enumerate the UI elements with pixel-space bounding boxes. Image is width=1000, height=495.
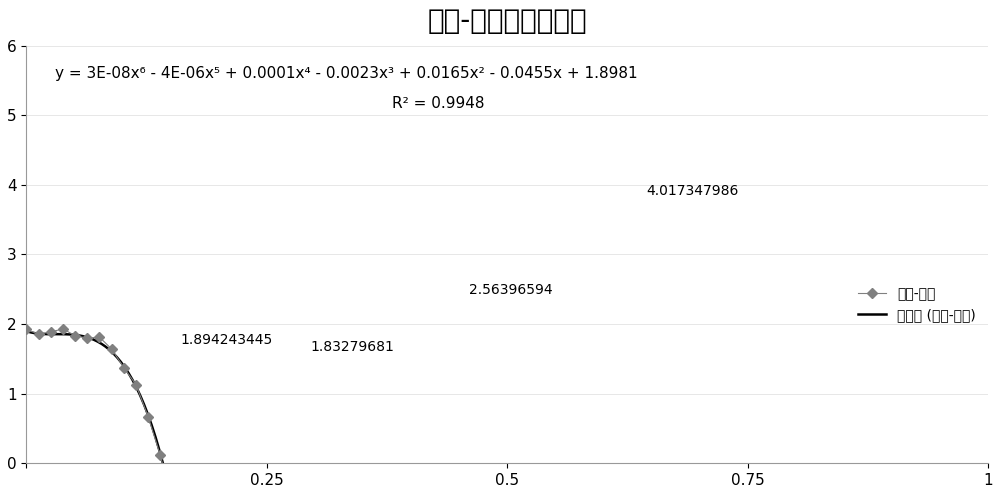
Text: y = 3E-08x⁶ - 4E-06x⁵ + 0.0001x⁴ - 0.0023x³ + 0.0165x² - 0.0455x + 1.8981: y = 3E-08x⁶ - 4E-06x⁵ + 0.0001x⁴ - 0.002… [55,66,638,82]
Line: 相位-水分: 相位-水分 [23,325,992,495]
Line: 多项式 (相位-水分): 多项式 (相位-水分) [26,331,988,495]
Text: 2.56396594: 2.56396594 [469,283,552,297]
Legend: 相位-水分, 多项式 (相位-水分): 相位-水分, 多项式 (相位-水分) [853,282,981,328]
多项式 (相位-水分) [20,328,32,334]
Title: 相位-水分之间的关系: 相位-水分之间的关系 [428,7,587,35]
Text: 1.83279681: 1.83279681 [310,340,394,353]
Text: 1.894243445: 1.894243445 [180,333,273,346]
Text: 4.017347986: 4.017347986 [647,184,739,198]
相位-水分 [20,327,32,333]
相位-水分 [57,326,69,332]
Text: R² = 0.9948: R² = 0.9948 [392,96,484,111]
